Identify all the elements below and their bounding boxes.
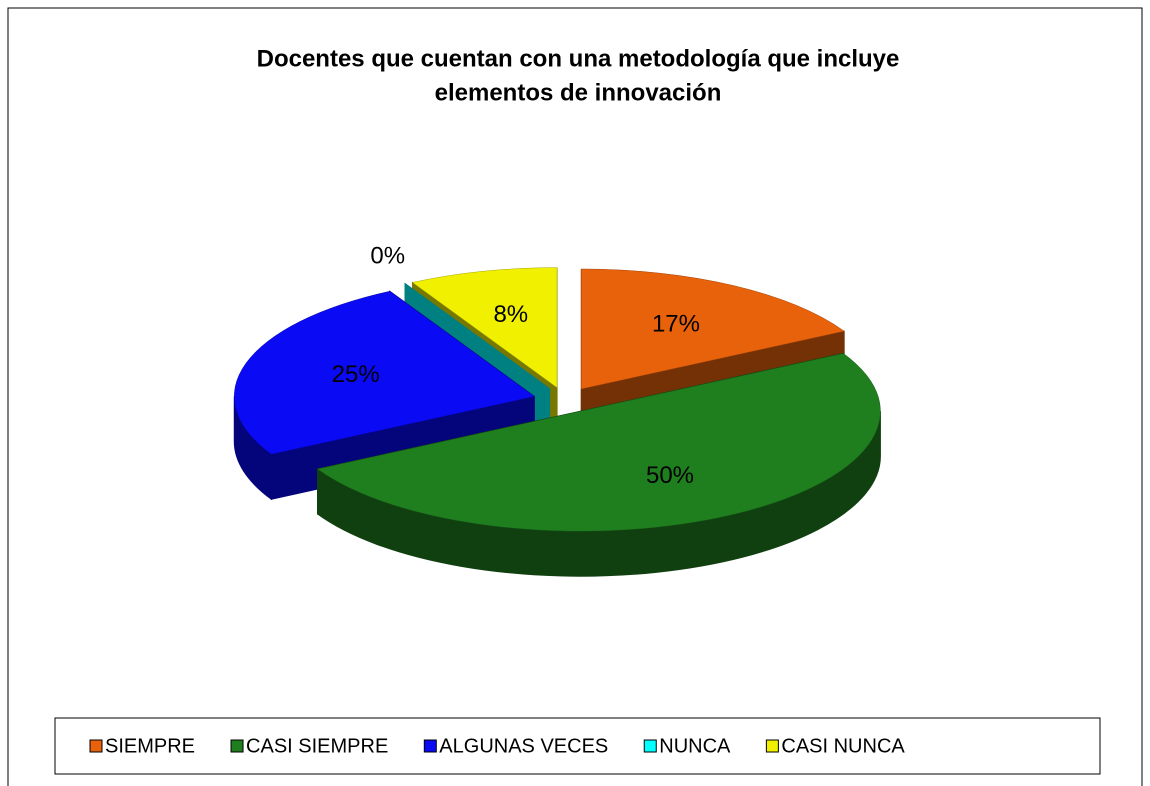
slice-top <box>581 268 845 390</box>
data-label: 8% <box>493 301 528 328</box>
chart-frame <box>7 7 1143 786</box>
legend-label: NUNCA <box>659 735 731 757</box>
legend-swatch <box>230 739 244 753</box>
data-label: 17% <box>652 310 700 337</box>
chart-title: Docentes que cuentan con una metodología… <box>257 45 900 72</box>
legend-label: CASI NUNCA <box>781 735 905 757</box>
legend-label: CASI SIEMPRE <box>246 735 388 757</box>
legend-swatch <box>423 739 437 753</box>
slice-top <box>411 267 558 389</box>
slice <box>316 352 881 577</box>
legend-box <box>54 717 1101 775</box>
legend-swatch <box>643 739 657 753</box>
data-label: 0% <box>370 242 405 269</box>
legend-swatch <box>89 739 103 753</box>
legend-swatch <box>765 739 779 753</box>
slice-top <box>316 353 881 532</box>
legend-label: SIEMPRE <box>105 735 195 757</box>
data-label: 25% <box>332 361 380 388</box>
slice-top <box>234 291 535 455</box>
legend-label: ALGUNAS VECES <box>439 735 608 757</box>
chart-title: elementos de innovación <box>435 79 722 106</box>
data-label: 50% <box>646 462 694 489</box>
